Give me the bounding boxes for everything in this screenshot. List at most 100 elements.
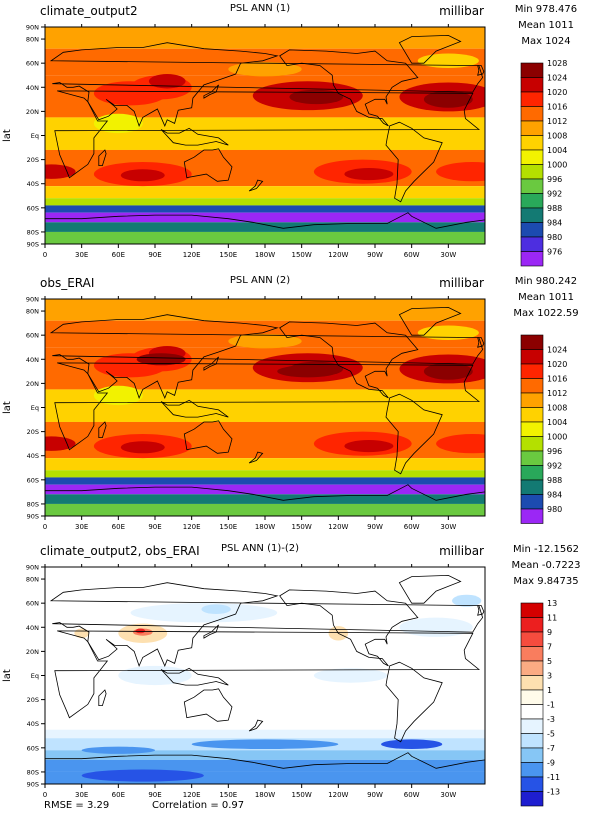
contour-cell xyxy=(228,333,302,349)
panel-2-title: PSL ANN (2) xyxy=(229,275,291,286)
panel-1-min: Min 978.476 xyxy=(514,4,578,15)
coastline-north-america xyxy=(279,321,419,399)
contour-cell xyxy=(74,628,89,639)
contour-cell xyxy=(148,74,186,89)
coastline-south-america xyxy=(385,393,443,475)
colorbar-swatch xyxy=(520,407,544,423)
contour-cell xyxy=(417,325,479,340)
coastline-greenland xyxy=(398,306,462,336)
colorbar-label: 996 xyxy=(547,175,562,184)
contour-band xyxy=(45,484,485,495)
lat-tick-label: 60S xyxy=(27,476,39,484)
contour-band xyxy=(45,470,485,478)
contour-cell xyxy=(344,168,394,181)
contour-cell xyxy=(130,603,278,623)
colorbar-label: -11 xyxy=(547,773,560,782)
lat-tick-label: 80S xyxy=(27,768,39,776)
coastline-north-america xyxy=(279,589,419,667)
coastlines xyxy=(45,306,485,516)
lon-tick-label: 30E xyxy=(75,523,88,531)
colorbar-label: 992 xyxy=(547,190,562,199)
contour-field xyxy=(45,567,485,784)
contour-cell xyxy=(81,746,155,754)
contour-cell xyxy=(45,164,76,179)
contour-cell xyxy=(81,769,204,782)
lat-tick-label: 60S xyxy=(27,204,39,212)
coastline-australia xyxy=(183,420,233,454)
lon-tick-label: 60W xyxy=(404,791,420,799)
lon-tick-label: 90W xyxy=(367,791,383,799)
lat-tick-label: 90N xyxy=(26,564,39,572)
colorbar-swatch xyxy=(520,164,544,180)
coastline-antarctica xyxy=(45,752,485,784)
coastline-nz xyxy=(248,179,264,192)
panel-3-title: PSL ANN (1)-(2) xyxy=(220,543,300,554)
contour-field xyxy=(45,27,485,244)
colorbar-swatch xyxy=(520,349,544,365)
colorbar-label: 1000 xyxy=(547,161,567,170)
contour-band xyxy=(45,477,485,485)
coastline-uk xyxy=(477,605,485,616)
contour-cell xyxy=(417,53,479,68)
coastline-japan xyxy=(203,356,219,371)
coastline-indonesia xyxy=(160,399,229,418)
lat-tick-label: 80N xyxy=(26,308,39,316)
colorbar-label: 11 xyxy=(547,614,557,623)
colorbar-swatch xyxy=(520,334,544,350)
colorbar-swatch xyxy=(520,631,544,647)
lon-tick-label: 120W xyxy=(328,523,348,531)
coastline-japan xyxy=(203,84,219,99)
panel-1-case-label: climate_output2 xyxy=(40,4,138,18)
panel-3: climate_output2, obs_ERAI PSL ANN (1)-(2… xyxy=(0,540,606,810)
colorbar-label: -7 xyxy=(547,744,555,753)
colorbar-label: 1000 xyxy=(547,433,567,442)
colorbar-label: 980 xyxy=(547,233,562,242)
contour-band xyxy=(45,186,485,199)
contour-cell xyxy=(118,665,192,686)
lon-tick-label: 90E xyxy=(148,791,161,799)
colorbar-label: 992 xyxy=(547,462,562,471)
lon-tick-label: 0 xyxy=(43,791,47,799)
colorbar-swatch xyxy=(520,392,544,408)
panel-2-map: 0 30E 60E 90E 120E 150E 180W 150W 120W 90W 60W 30W 9… xyxy=(26,296,568,532)
lat-tick-label: Eq xyxy=(31,672,39,680)
lat-tick-label: 20N xyxy=(26,108,39,116)
panel-3-min: Min -12.1562 xyxy=(513,544,579,555)
coastline-greenland xyxy=(398,34,462,64)
coastline-antarctica xyxy=(45,484,485,516)
panel-3-units: millibar xyxy=(439,544,484,558)
colorbar-label: -13 xyxy=(547,788,560,797)
colorbar-label: 1016 xyxy=(547,375,567,384)
lat-tick-label: 40S xyxy=(27,452,39,460)
contour-band xyxy=(45,494,485,504)
colorbar-swatch xyxy=(520,494,544,510)
lon-tick-label: 120E xyxy=(183,523,201,531)
contour-cell xyxy=(120,169,165,182)
panel-2-min: Min 980.242 xyxy=(514,276,578,287)
lat-tick-label: 20S xyxy=(27,696,39,704)
lat-tick-label: Eq xyxy=(31,404,39,412)
colorbar-swatch xyxy=(520,436,544,452)
colorbar-swatch xyxy=(520,251,544,267)
panel-3-case-label: climate_output2, obs_ERAI xyxy=(40,544,200,558)
panel-3-mean: Mean -0.7223 xyxy=(511,560,581,571)
lat-tick-label: 60N xyxy=(26,60,39,68)
contour-band xyxy=(45,205,485,213)
lon-tick-label: 60E xyxy=(112,523,125,531)
lon-tick-label: 90W xyxy=(367,251,383,259)
coastline-nz xyxy=(248,451,264,464)
colorbar-label: 1020 xyxy=(547,360,567,369)
lat-tick-label: 90N xyxy=(26,296,39,304)
contour-cell xyxy=(135,628,146,634)
lon-tick-label: 120E xyxy=(183,791,201,799)
coastlines xyxy=(45,574,485,784)
colorbar-label: -3 xyxy=(547,715,555,724)
lon-tick-label: 60E xyxy=(112,791,125,799)
contour-band xyxy=(45,750,485,760)
coastline-nz xyxy=(248,719,264,732)
rmse-label: RMSE = 3.29 xyxy=(44,800,110,811)
colorbar-swatch xyxy=(520,178,544,194)
contour-cell xyxy=(120,441,165,454)
contour-cell xyxy=(93,385,143,406)
colorbar-label: 1012 xyxy=(547,117,567,126)
